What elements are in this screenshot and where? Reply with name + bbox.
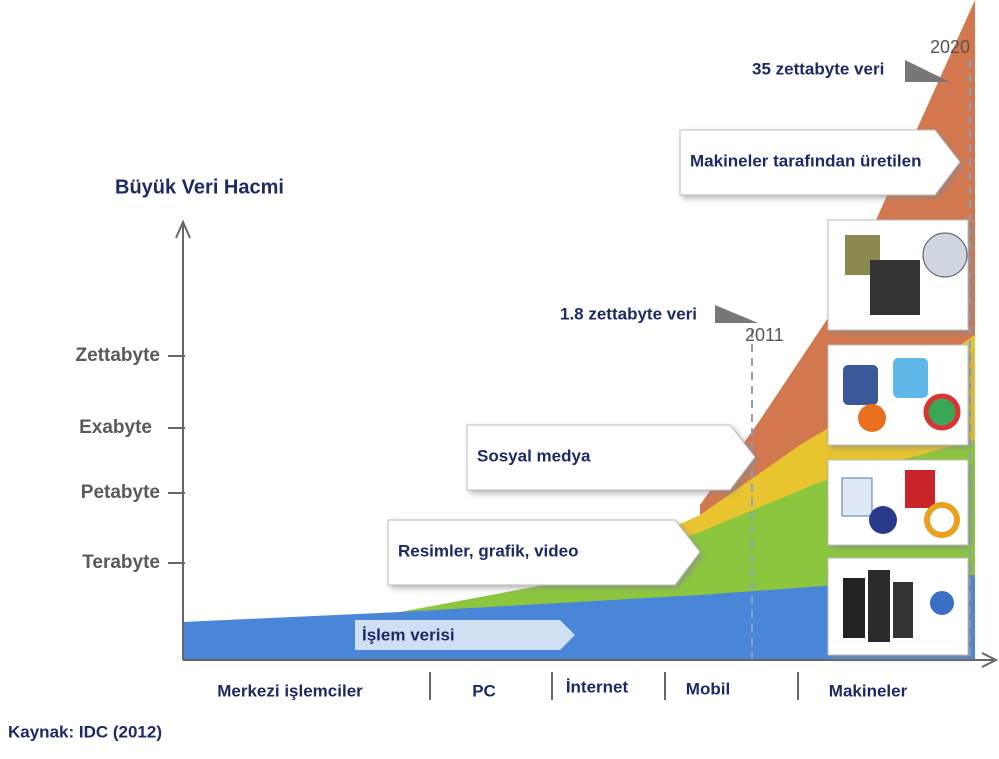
icon	[841, 477, 873, 517]
y-level: Petabyte	[81, 482, 160, 503]
milestone-year: 2011	[745, 325, 784, 345]
source-box	[679, 129, 961, 196]
y-level: Exabyte	[79, 417, 152, 438]
icon	[930, 591, 954, 615]
icon	[858, 404, 886, 432]
icon	[893, 582, 913, 638]
icon	[905, 470, 935, 508]
source-box	[355, 620, 575, 650]
icon-panels	[827, 219, 969, 656]
icon	[923, 393, 961, 431]
source-label: Sosyal medya	[477, 446, 591, 465]
source-box	[387, 519, 701, 586]
icon	[868, 570, 890, 642]
icon	[893, 358, 928, 398]
y-level: Terabyte	[82, 552, 160, 573]
icon	[924, 502, 960, 538]
icon	[843, 578, 865, 638]
milestone-pointer	[905, 60, 950, 82]
x-arrow	[981, 652, 999, 668]
milestone-label: 1.8 zettabyte veri	[560, 304, 697, 323]
footer: Kaynak: IDC (2012)	[8, 722, 162, 741]
era: Mobil	[686, 679, 730, 698]
icon	[869, 506, 897, 534]
source-label: Resimler, grafik, video	[398, 541, 578, 560]
era: Merkezi işlemciler	[217, 681, 363, 700]
title: Büyük Veri Hacmi	[115, 176, 284, 198]
source-label: Makineler tarafından üretilen	[690, 151, 921, 170]
milestone-year: 2020	[930, 37, 970, 57]
source-box	[466, 424, 756, 491]
era: PC	[472, 681, 496, 700]
icon	[843, 365, 878, 405]
milestone-label: 35 zettabyte veri	[752, 59, 884, 78]
icon	[870, 260, 920, 315]
ticks	[168, 355, 799, 700]
era: İnternet	[566, 677, 629, 696]
milestone-pointer	[715, 305, 758, 323]
y-level: Zettabyte	[76, 345, 160, 366]
y-arrow	[175, 219, 191, 239]
icon	[922, 232, 968, 278]
source-label: İşlem verisi	[362, 625, 455, 644]
era: Makineler	[829, 681, 908, 700]
